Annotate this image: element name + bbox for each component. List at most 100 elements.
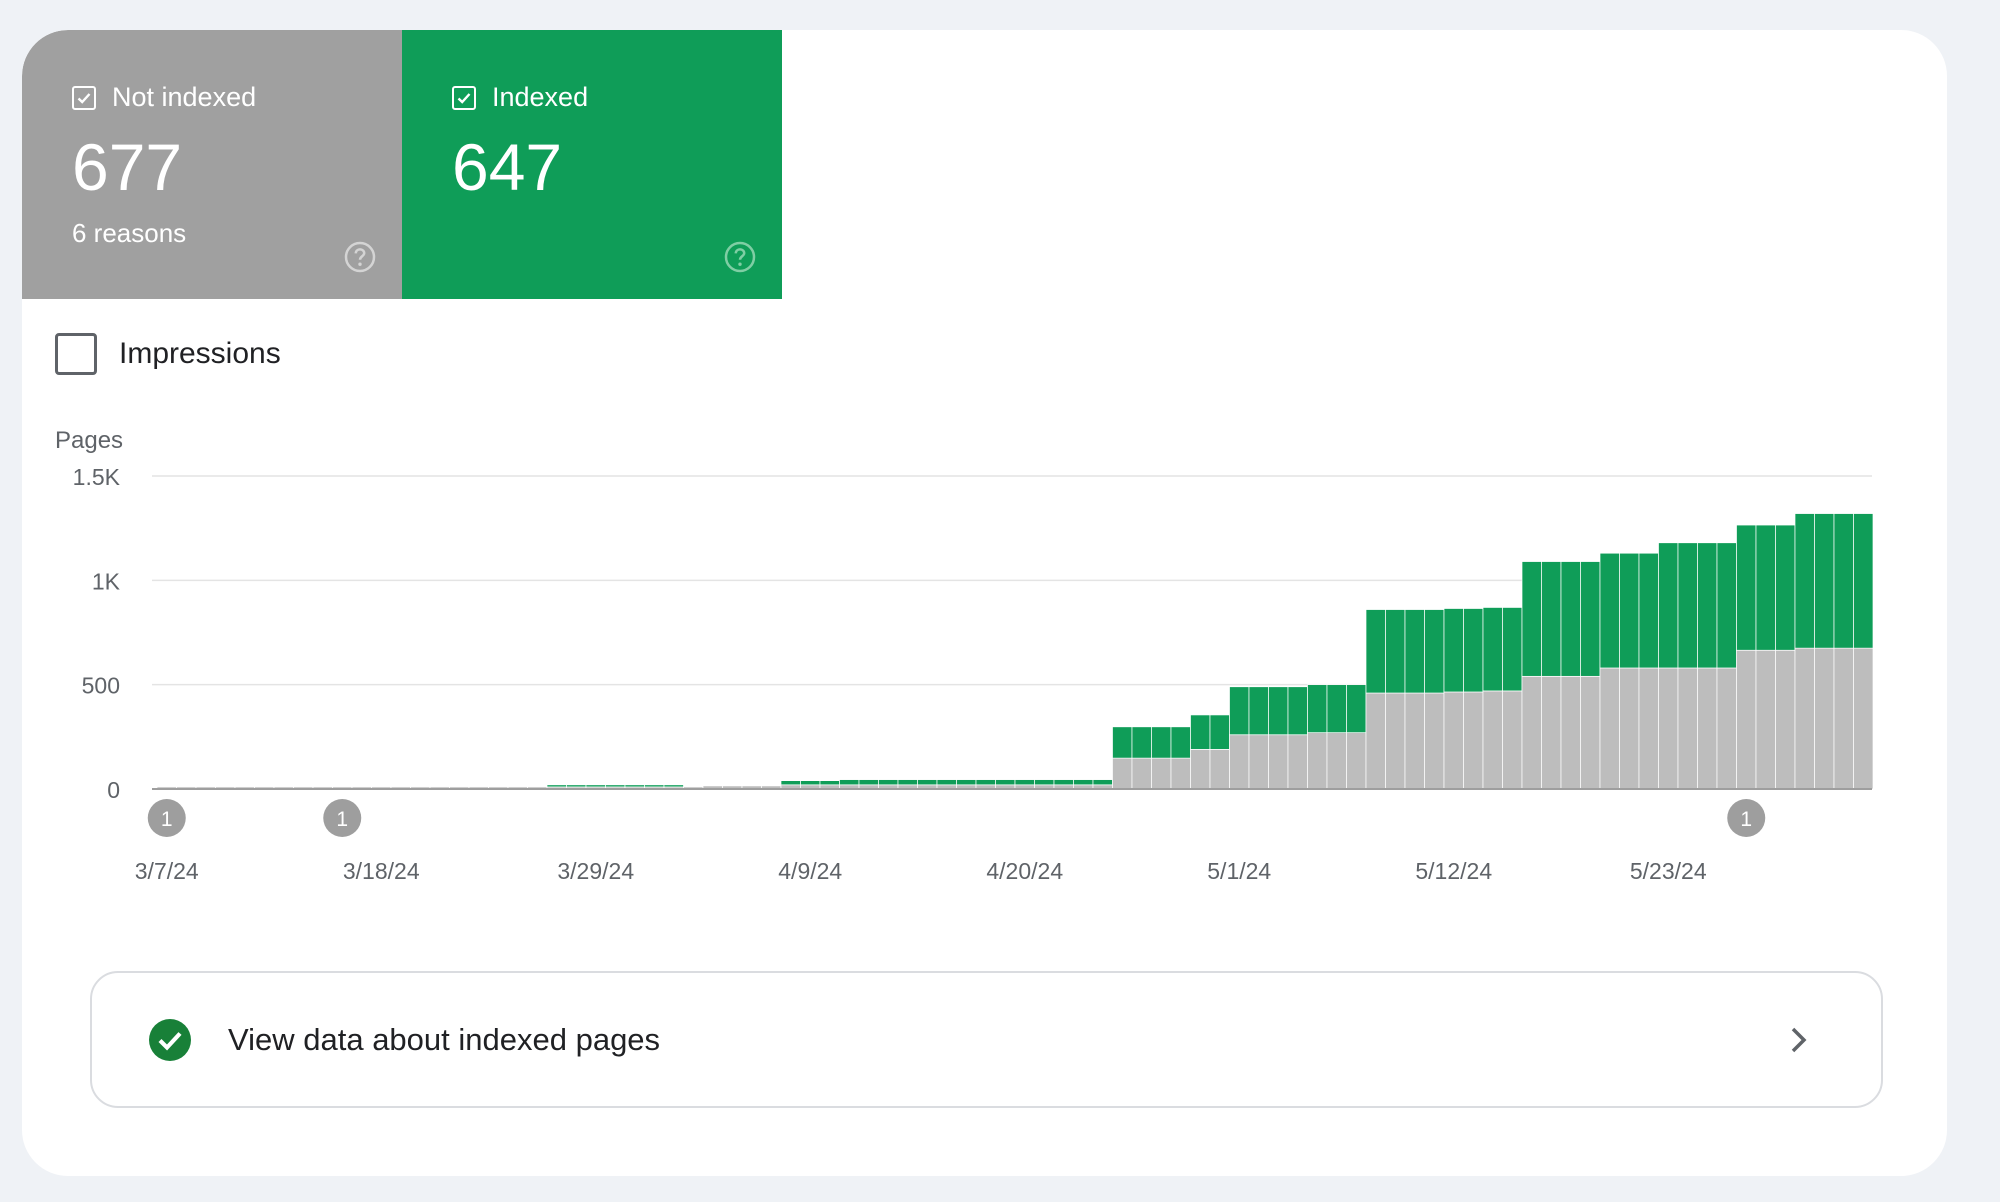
- bar-indexed: [1014, 779, 1035, 786]
- not-indexed-header[interactable]: Not indexed: [72, 82, 256, 113]
- bar-not-indexed: [1580, 675, 1601, 790]
- bar-indexed: [624, 784, 645, 788]
- bar-indexed: [1638, 552, 1659, 669]
- bar-not-indexed: [1775, 649, 1796, 790]
- bar-indexed: [1716, 542, 1737, 669]
- checkmark-icon: [77, 92, 91, 104]
- y-axis-label: Pages: [55, 427, 123, 454]
- bar-indexed: [1248, 686, 1269, 736]
- bar-not-indexed: [1404, 692, 1425, 790]
- not-indexed-count: 677: [72, 130, 183, 204]
- bar-indexed: [1287, 686, 1308, 736]
- y-tick-label: 1.5K: [73, 464, 121, 490]
- not-indexed-label: Not indexed: [112, 82, 257, 112]
- bar-indexed: [995, 779, 1016, 786]
- pages-chart: Pages 0 500 1K 1.5K 1 1 1 3/7/24 3/18/24 3/29/2…: [55, 427, 1874, 884]
- x-axis-labels: 3/7/24 3/18/24 3/29/24 4/9/24 4/20/24 5/1/24 5…: [135, 858, 1707, 884]
- annotation-label: 1: [1740, 808, 1752, 831]
- bar-not-indexed: [1229, 734, 1250, 790]
- impressions-toggle[interactable]: Impressions: [55, 333, 281, 375]
- bar-not-indexed: [1326, 732, 1347, 790]
- bar-not-indexed: [1502, 690, 1523, 790]
- bar-not-indexed: [1463, 691, 1484, 790]
- not-indexed-reasons: 6 reasons: [72, 218, 187, 248]
- bar-indexed: [839, 779, 860, 786]
- bar-not-indexed: [1697, 667, 1718, 790]
- bar-indexed: [1463, 608, 1484, 693]
- bar-not-indexed: [1268, 734, 1289, 790]
- bar-not-indexed: [1170, 757, 1191, 790]
- annotation-marker: [323, 799, 362, 837]
- bar-indexed: [1170, 726, 1191, 759]
- bar-indexed: [1794, 513, 1815, 649]
- bar-indexed: [1151, 726, 1172, 759]
- not-indexed-checkbox[interactable]: [72, 85, 96, 110]
- bar-not-indexed: [1385, 692, 1406, 790]
- bar-not-indexed: [1794, 647, 1815, 790]
- y-tick-label: 0: [107, 777, 120, 803]
- bar-not-indexed: [1619, 667, 1640, 790]
- bar-not-indexed: [1346, 732, 1367, 790]
- bar-indexed: [1229, 686, 1250, 736]
- help-icon[interactable]: [724, 241, 756, 273]
- bar-indexed: [1365, 609, 1386, 694]
- bar-not-indexed: [1541, 675, 1562, 790]
- view-indexed-pages-label: View data about indexed pages: [228, 1021, 661, 1057]
- indexed-header[interactable]: Indexed: [452, 82, 588, 113]
- bar-indexed: [1736, 524, 1757, 651]
- bar-not-indexed: [1736, 649, 1757, 790]
- bar-not-indexed: [1755, 649, 1776, 790]
- bar-indexed: [644, 784, 665, 788]
- bar-not-indexed: [1248, 734, 1269, 790]
- bar-indexed: [1268, 686, 1289, 736]
- annotation-marker: [1727, 799, 1766, 837]
- bar-indexed: [546, 784, 567, 788]
- bar-not-indexed: [1658, 667, 1679, 790]
- bar-indexed: [1443, 608, 1464, 693]
- indexed-label: Indexed: [492, 82, 589, 112]
- bar-indexed: [1424, 609, 1445, 694]
- bar-indexed: [1092, 779, 1113, 786]
- check-circle-icon: [149, 1018, 191, 1061]
- chart-bars: [156, 513, 1874, 790]
- bar-not-indexed: [1814, 647, 1835, 790]
- bar-indexed: [1131, 726, 1152, 759]
- bar-indexed: [1073, 779, 1094, 786]
- bar-indexed: [1346, 684, 1367, 734]
- bar-indexed: [858, 779, 879, 786]
- bar-indexed: [1482, 607, 1503, 692]
- indexed-count: 647: [452, 130, 563, 204]
- bar-not-indexed: [1638, 667, 1659, 790]
- impressions-checkbox[interactable]: [55, 333, 97, 375]
- indexed-tile[interactable]: Indexed 647: [402, 30, 782, 299]
- view-indexed-pages-button[interactable]: View data about indexed pages: [90, 971, 1883, 1108]
- impressions-label: Impressions: [119, 337, 281, 370]
- bar-indexed: [663, 784, 684, 788]
- bar-not-indexed: [1112, 757, 1133, 790]
- chart-annotations: 1 1 1: [147, 799, 1766, 837]
- x-tick-label: 4/20/24: [986, 858, 1063, 884]
- x-tick-label: 3/18/24: [343, 858, 420, 884]
- bar-not-indexed: [1307, 732, 1328, 790]
- bar-indexed: [1833, 513, 1854, 649]
- help-icon[interactable]: [344, 241, 376, 273]
- bar-indexed: [800, 780, 821, 786]
- bar-indexed: [780, 780, 801, 786]
- bar-not-indexed: [1521, 675, 1542, 790]
- bar-indexed: [956, 779, 977, 786]
- bar-indexed: [1307, 684, 1328, 734]
- bar-not-indexed: [1287, 734, 1308, 790]
- indexed-checkbox[interactable]: [452, 85, 476, 110]
- annotation-marker: [147, 799, 186, 837]
- bar-indexed: [1619, 552, 1640, 669]
- not-indexed-tile[interactable]: Not indexed 677 6 reasons: [22, 30, 402, 299]
- bar-not-indexed: [1190, 749, 1211, 790]
- bar-indexed: [585, 784, 606, 788]
- bar-indexed: [897, 779, 918, 786]
- bar-indexed: [1775, 524, 1796, 651]
- bar-indexed: [1677, 542, 1698, 669]
- bar-indexed: [819, 780, 840, 786]
- chevron-right-icon: [1791, 1027, 1807, 1052]
- bar-indexed: [605, 784, 626, 788]
- x-tick-label: 5/12/24: [1415, 858, 1492, 884]
